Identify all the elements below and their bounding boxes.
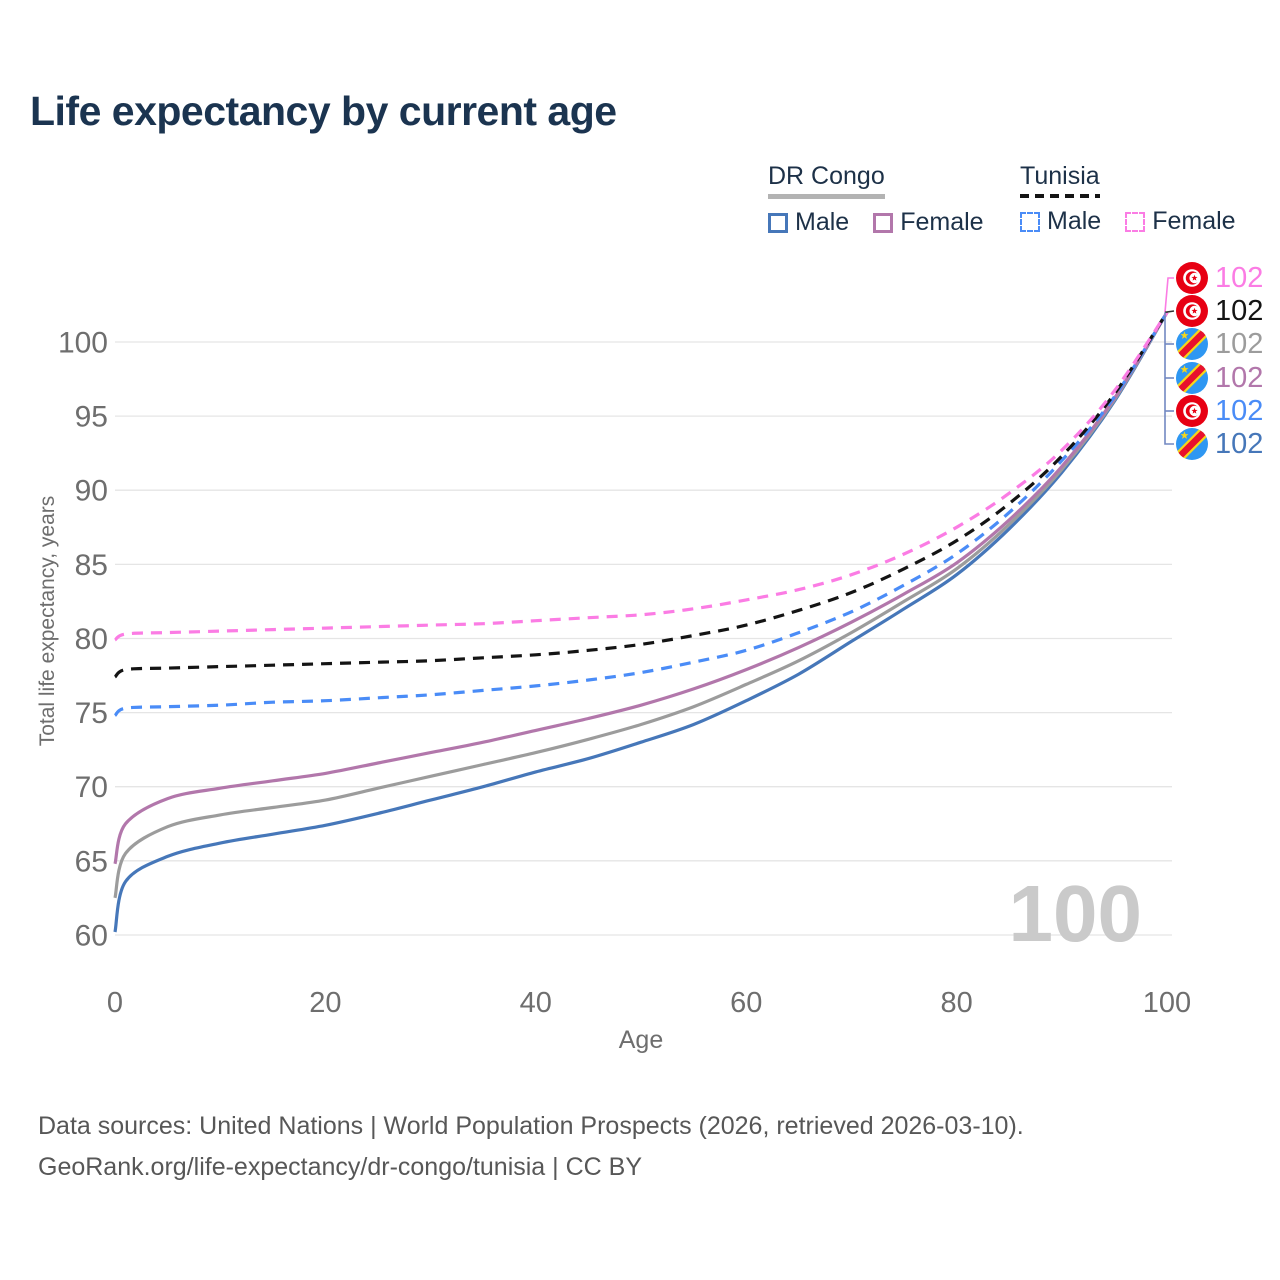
checkbox-icon <box>873 212 894 233</box>
end-label-tunisia-male: 102 <box>1176 395 1263 427</box>
legend-country-drcongo[interactable]: DR Congo <box>768 162 885 190</box>
footer-attribution: GeoRank.org/life-expectancy/dr-congo/tun… <box>38 1153 643 1181</box>
y-tick-label: 70 <box>75 771 108 804</box>
x-tick-label: 20 <box>309 987 341 1019</box>
legend-item-tunisia-male[interactable]: Male <box>1020 207 1101 236</box>
x-tick-label: 80 <box>940 987 972 1019</box>
legend-item-label: Male <box>1047 207 1102 235</box>
series-line-drcongo-female <box>113 311 1169 865</box>
leader-line <box>1164 312 1174 445</box>
end-value: 102 <box>1215 295 1264 327</box>
checkbox-icon <box>1020 211 1040 232</box>
leader-lines <box>1164 277 1175 445</box>
y-tick-label: 65 <box>75 845 108 878</box>
drcongo-flag-icon <box>1176 362 1208 394</box>
tunisia-flag-icon <box>1176 395 1208 427</box>
y-tick-label: 85 <box>75 549 108 582</box>
series-line-tunisia-female <box>114 311 1169 642</box>
drcongo-flag-icon <box>1176 428 1208 460</box>
series-lines <box>113 311 1169 933</box>
x-tick-label: 100 <box>1143 987 1191 1019</box>
series-line-tunisia-male <box>113 311 1169 717</box>
end-value: 102 <box>1215 428 1264 460</box>
axis-tick-labels: 60 65 70 75 80 85 90 95 100 0 20 40 60 80 100 <box>58 327 1191 1020</box>
dashed-line-style-icon <box>1020 194 1100 198</box>
x-tick-label: 60 <box>730 987 762 1019</box>
end-label-tunisia-total: 102 <box>1176 295 1263 327</box>
gridlines <box>115 341 1172 936</box>
page-title: Life expectancy by current age <box>30 88 617 134</box>
legend-item-label: Female <box>1152 207 1236 235</box>
end-value: 102 <box>1215 362 1264 394</box>
y-tick-label: 95 <box>75 401 108 434</box>
end-label-drcongo-total: 102 <box>1176 328 1263 360</box>
series-line-drcongo-total <box>113 311 1169 899</box>
x-tick-label: 0 <box>107 987 123 1019</box>
legend-item-label: Female <box>900 208 984 236</box>
solid-line-style-icon <box>768 194 885 199</box>
series-line-drcongo-male <box>113 311 1169 933</box>
y-tick-label: 100 <box>58 327 108 360</box>
drcongo-flag-icon <box>1176 328 1208 360</box>
end-label-drcongo-male: 102 <box>1176 428 1263 460</box>
y-tick-label: 60 <box>75 920 108 953</box>
tunisia-flag-icon <box>1176 262 1208 294</box>
age-counter-watermark: 100 <box>1009 869 1142 958</box>
x-axis-title: Age <box>618 1026 664 1054</box>
footer: Data sources: United Nations | World Pop… <box>38 1106 1024 1188</box>
checkbox-icon <box>1125 211 1146 232</box>
legend-group-drcongo: DR Congo Male Female <box>768 162 984 237</box>
footer-datasource: Data sources: United Nations | World Pop… <box>38 1112 1024 1140</box>
series-line-tunisia-total <box>113 311 1169 679</box>
legend-item-label: Male <box>795 208 850 236</box>
end-value: 102 <box>1215 262 1264 294</box>
end-label-tunisia-female: 102 <box>1176 262 1263 294</box>
end-value: 102 <box>1215 328 1264 360</box>
legend-item-tunisia-female[interactable]: Female <box>1125 207 1236 236</box>
legend-group-tunisia: Tunisia Male Female <box>1020 162 1236 236</box>
leader-line <box>1164 310 1175 314</box>
y-tick-label: 90 <box>75 475 108 508</box>
end-value: 102 <box>1215 395 1264 427</box>
y-axis-title: Total life expectancy, years <box>36 495 59 747</box>
y-tick-label: 80 <box>75 623 108 656</box>
legend-item-drcongo-female[interactable]: Female <box>873 208 984 237</box>
y-tick-label: 75 <box>75 697 108 730</box>
legend-item-drcongo-male[interactable]: Male <box>768 208 849 237</box>
leader-line <box>1164 277 1174 313</box>
tunisia-flag-icon <box>1176 295 1208 327</box>
legend-country-tunisia[interactable]: Tunisia <box>1020 162 1100 190</box>
end-label-drcongo-female: 102 <box>1176 362 1263 394</box>
checkbox-icon <box>768 212 788 233</box>
x-tick-label: 40 <box>520 987 552 1019</box>
